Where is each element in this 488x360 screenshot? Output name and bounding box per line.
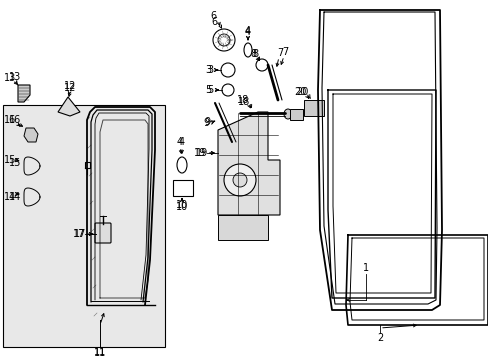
Text: 17: 17 xyxy=(74,229,86,239)
Text: 4: 4 xyxy=(179,137,184,147)
Text: 11: 11 xyxy=(94,348,106,358)
FancyBboxPatch shape xyxy=(289,108,302,120)
Text: 13: 13 xyxy=(9,72,21,82)
Text: 17: 17 xyxy=(73,229,85,239)
Polygon shape xyxy=(18,85,30,102)
Text: 4: 4 xyxy=(244,27,250,37)
Text: 9: 9 xyxy=(203,118,209,128)
Polygon shape xyxy=(218,215,267,240)
Text: 19: 19 xyxy=(193,148,206,158)
Polygon shape xyxy=(24,128,38,142)
Text: 20: 20 xyxy=(295,87,307,97)
Text: 15: 15 xyxy=(4,155,16,165)
FancyBboxPatch shape xyxy=(3,105,164,347)
Text: 3: 3 xyxy=(204,65,211,75)
Text: 12: 12 xyxy=(63,81,76,91)
Text: 11: 11 xyxy=(94,347,106,357)
Text: 8: 8 xyxy=(249,49,256,59)
Text: 6: 6 xyxy=(209,11,216,21)
Polygon shape xyxy=(218,112,280,215)
Text: 3: 3 xyxy=(206,65,213,75)
Text: 16: 16 xyxy=(4,115,16,125)
Circle shape xyxy=(232,173,246,187)
FancyBboxPatch shape xyxy=(304,100,324,116)
Text: 13: 13 xyxy=(4,73,16,83)
Text: 4: 4 xyxy=(244,26,250,36)
Text: 20: 20 xyxy=(293,87,305,97)
FancyBboxPatch shape xyxy=(95,223,111,243)
FancyBboxPatch shape xyxy=(173,180,193,196)
Text: 1: 1 xyxy=(362,263,368,273)
Text: 10: 10 xyxy=(176,202,188,212)
Polygon shape xyxy=(58,97,80,116)
Text: 14: 14 xyxy=(4,192,16,202)
Text: 18: 18 xyxy=(237,97,250,107)
Text: 10: 10 xyxy=(176,200,188,210)
Ellipse shape xyxy=(284,109,291,119)
Text: 5: 5 xyxy=(206,85,213,95)
Text: 18: 18 xyxy=(236,95,248,105)
Text: 2: 2 xyxy=(376,333,382,343)
Text: 6: 6 xyxy=(210,17,217,27)
Text: 9: 9 xyxy=(203,117,210,127)
Text: 5: 5 xyxy=(204,85,211,95)
Text: 8: 8 xyxy=(251,49,258,59)
Text: 14: 14 xyxy=(9,192,21,202)
Text: 4: 4 xyxy=(177,137,183,147)
Text: 7: 7 xyxy=(281,47,287,57)
Circle shape xyxy=(224,164,256,196)
Text: 12: 12 xyxy=(63,83,76,93)
Text: 16: 16 xyxy=(9,115,21,125)
Text: 15: 15 xyxy=(9,158,21,168)
Text: 7: 7 xyxy=(276,48,283,58)
Text: 19: 19 xyxy=(196,148,208,158)
